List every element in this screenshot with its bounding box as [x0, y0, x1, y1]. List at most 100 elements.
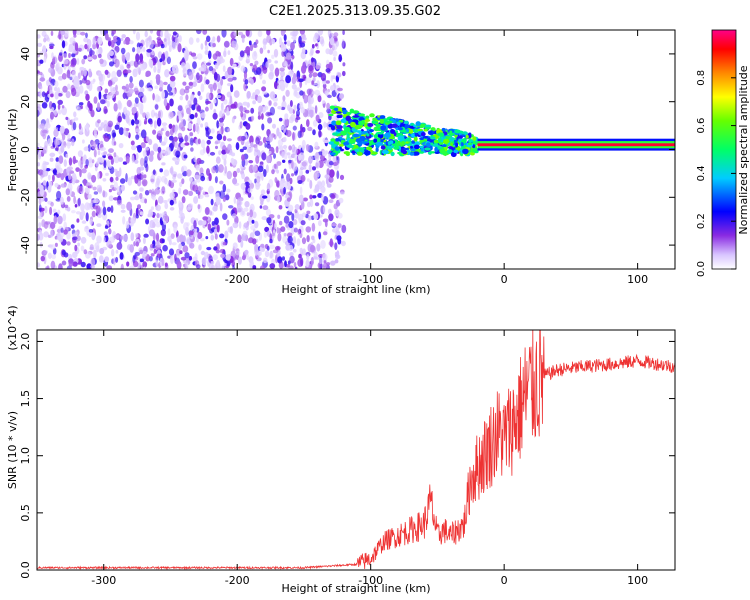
heatmap-cell [262, 205, 269, 211]
heatmap-cell [277, 139, 284, 147]
heatmap-cell [43, 56, 47, 63]
heatmap-cell [210, 260, 215, 265]
heatmap-cell [411, 140, 416, 144]
heatmap-cell [215, 145, 218, 150]
heatmap-cell [213, 71, 218, 81]
heatmap-cell [88, 229, 94, 233]
heatmap-cell [179, 95, 183, 101]
heatmap-cell [334, 146, 340, 151]
heatmap-cell [334, 138, 340, 142]
y-tick-label: 0.0 [19, 561, 32, 579]
heatmap-cell [49, 45, 54, 50]
heatmap-cell [215, 249, 220, 254]
heatmap-cell [293, 104, 297, 111]
heatmap-cell [244, 141, 249, 149]
heatmap-cell [111, 129, 116, 139]
heatmap-cell [257, 165, 264, 173]
heatmap-cell [391, 123, 398, 128]
heatmap-cell [205, 236, 209, 240]
heatmap-cell [434, 146, 438, 153]
heatmap-cell [105, 172, 109, 176]
heatmap-cell [146, 136, 150, 143]
heatmap-cell [71, 57, 77, 66]
heatmap-cell [75, 235, 81, 242]
heatmap-cell [314, 256, 320, 260]
heatmap-cell [54, 147, 59, 151]
heatmap-cell [282, 95, 286, 102]
heatmap-cell [123, 73, 128, 78]
heatmap-cell [64, 204, 69, 208]
heatmap-cell [307, 178, 310, 182]
heatmap-cell [122, 216, 126, 225]
heatmap-cell [348, 145, 354, 149]
heatmap-cell [73, 111, 77, 118]
heatmap-cell [307, 215, 312, 221]
heatmap-cell [115, 256, 119, 263]
heatmap-cell [61, 260, 67, 266]
heatmap-cell [116, 69, 122, 78]
heatmap-cell [254, 244, 259, 252]
snr-x-label: Height of straight line (km) [281, 582, 430, 595]
heatmap-cell [455, 142, 459, 148]
heatmap-cell [58, 53, 63, 62]
heatmap-cell [222, 183, 227, 193]
heatmap-cell [100, 147, 106, 151]
heatmap-cell [156, 117, 162, 127]
heatmap-cell [309, 198, 314, 208]
heatmap-cell [176, 260, 182, 269]
heatmap-cell [441, 127, 446, 132]
heatmap-cell [63, 229, 68, 235]
heatmap-cell [315, 50, 320, 54]
heatmap-cell [166, 56, 171, 65]
heatmap-cell [246, 55, 251, 62]
heatmap-cell [266, 34, 271, 44]
heatmap-cell [215, 196, 221, 206]
heatmap-cell [57, 215, 63, 225]
heatmap-cell [222, 213, 228, 221]
heatmap-cell [206, 168, 210, 176]
heatmap-cell [219, 190, 226, 199]
heatmap-cell [103, 151, 108, 155]
heatmap-cell [252, 164, 258, 172]
heatmap-cell [130, 175, 135, 180]
heatmap-cell [88, 232, 92, 238]
heatmap-cell [200, 139, 206, 149]
heatmap-cell [338, 197, 344, 204]
heatmap-cell [66, 69, 71, 79]
heatmap-cell [216, 35, 221, 43]
heatmap-cell [265, 208, 271, 216]
heatmap-cell [154, 85, 159, 90]
heatmap-cell [472, 136, 477, 141]
heatmap-cell [174, 253, 177, 262]
heatmap-cell [339, 93, 345, 99]
heatmap-cell [39, 59, 44, 64]
heatmap-cell [134, 159, 139, 164]
heatmap-cell [210, 128, 215, 134]
heatmap-cell [278, 117, 283, 122]
heatmap-cell [206, 246, 212, 251]
heatmap-cell [314, 141, 319, 149]
heatmap-cell [233, 115, 237, 120]
heatmap-cell [408, 128, 414, 134]
heatmap-cell [404, 120, 409, 125]
heatmap-cell [123, 106, 128, 115]
heatmap-cell [194, 112, 198, 118]
heatmap-cell [299, 247, 303, 253]
heatmap-cell [146, 37, 151, 41]
heatmap-cell [218, 150, 222, 156]
heatmap-cell [150, 59, 154, 69]
heatmap-cell [264, 226, 270, 233]
heatmap-cell [233, 90, 240, 98]
heatmap-cell [190, 52, 197, 57]
heatmap-cell [213, 99, 217, 104]
heatmap-cell [120, 47, 126, 55]
heatmap-cell [424, 124, 432, 128]
heatmap-cell [190, 234, 194, 240]
heatmap-cell [240, 111, 244, 118]
heatmap-cell [202, 146, 206, 154]
heatmap-cell [329, 105, 336, 110]
heatmap-cell [221, 30, 227, 38]
heatmap-cell [107, 120, 114, 128]
heatmap-cell [318, 112, 324, 119]
heatmap-cell [113, 141, 117, 146]
